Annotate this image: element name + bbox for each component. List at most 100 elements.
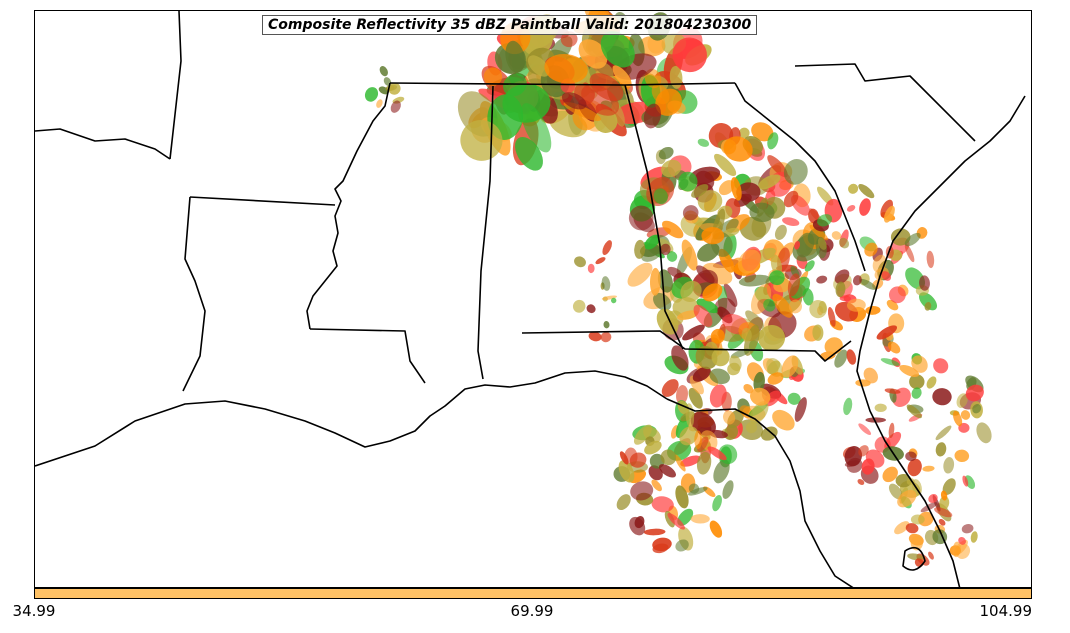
lake-okeechobee — [902, 546, 926, 571]
echo-blob — [627, 262, 653, 287]
echo-blob — [675, 485, 689, 509]
boundary-al-ga — [624, 84, 684, 350]
echo-blob — [634, 239, 646, 259]
boundary-ar-west — [169, 11, 182, 160]
echo-blob — [379, 66, 388, 77]
echo-blob — [895, 473, 912, 488]
echo-blob — [884, 388, 901, 394]
echo-blob — [692, 366, 711, 382]
echo-blob — [827, 307, 836, 327]
boundary-ms-al — [477, 85, 494, 380]
echo-blob — [690, 514, 710, 524]
echo-blob — [888, 422, 895, 439]
echo-blob — [889, 286, 906, 304]
echo-blob — [861, 458, 875, 475]
echo-blob — [588, 331, 602, 342]
echo-blob — [688, 387, 703, 409]
echo-blob — [911, 387, 922, 399]
echo-blob — [616, 494, 631, 511]
echo-blob — [904, 243, 915, 263]
echo-blob — [750, 387, 771, 406]
echo-blob — [527, 55, 550, 77]
echo-blob — [483, 67, 503, 86]
echo-blob — [694, 430, 702, 450]
echo-blob — [600, 331, 612, 343]
echo-blob — [976, 422, 992, 444]
echo-blob — [743, 383, 754, 394]
echo-blob — [682, 324, 705, 341]
echo-blob — [935, 425, 952, 441]
echo-blob — [865, 305, 881, 315]
echo-blob — [767, 132, 779, 150]
echo-blob — [858, 423, 872, 436]
echo-blob — [812, 324, 824, 341]
echo-blob — [818, 300, 827, 314]
echo-blob — [644, 68, 662, 89]
echo-blob — [960, 410, 971, 420]
echo-blob — [649, 267, 661, 296]
map-panel — [34, 10, 1032, 588]
echo-blob — [940, 490, 948, 501]
boundary-la-ms — [309, 328, 426, 384]
echo-blob — [838, 237, 850, 249]
echo-blob — [918, 292, 938, 311]
echo-blob — [864, 242, 878, 257]
echo-blob — [859, 278, 877, 290]
echo-blob — [783, 190, 799, 208]
echo-blob — [939, 496, 950, 510]
echo-blob — [709, 368, 730, 385]
echo-blob — [595, 257, 606, 265]
echo-blob — [611, 297, 617, 304]
echo-blob — [586, 304, 596, 314]
echo-blob — [794, 240, 801, 250]
echo-blob — [572, 299, 586, 313]
echo-blob — [364, 87, 379, 102]
echo-blob — [589, 73, 624, 102]
echo-blob — [920, 502, 938, 513]
echo-blob — [651, 496, 674, 513]
echo-blob — [781, 355, 799, 378]
echo-blob — [897, 489, 917, 508]
echo-blob — [774, 224, 787, 241]
echo-blob — [760, 426, 778, 441]
echo-blob — [753, 371, 765, 393]
echo-blob — [574, 256, 586, 268]
boundary-ar-south — [189, 196, 336, 206]
echo-blob — [697, 138, 710, 147]
echo-blob — [843, 397, 853, 416]
echo-blob — [688, 486, 708, 496]
echo-blob — [714, 153, 737, 176]
echo-blob — [681, 239, 698, 271]
echo-blob — [815, 236, 827, 259]
echo-blob — [956, 393, 968, 408]
echo-blob — [743, 324, 760, 356]
coast-louisiana — [35, 370, 668, 467]
echo-blob — [629, 452, 647, 468]
echo-blob — [738, 274, 771, 287]
echo-blob — [712, 495, 722, 512]
echo-blob — [938, 518, 946, 526]
echo-blob — [612, 65, 632, 88]
echo-blob — [932, 388, 952, 406]
echo-blob — [667, 513, 685, 530]
echo-blob — [909, 374, 925, 390]
boundary-tx-la — [182, 196, 206, 392]
coast-florida-west — [666, 398, 854, 587]
echo-blob — [883, 205, 895, 223]
echo-blob — [724, 424, 739, 441]
echo-blob — [935, 442, 947, 457]
echo-blob — [619, 451, 629, 465]
echo-blob — [887, 341, 901, 354]
echo-blob — [769, 270, 785, 286]
echo-blob — [763, 298, 776, 312]
echo-blob — [736, 182, 761, 202]
echo-blob — [855, 379, 871, 387]
echo-blob — [905, 523, 919, 534]
echo-blob — [710, 328, 725, 344]
echo-blob — [544, 53, 588, 84]
echo-blob — [767, 372, 784, 385]
echo-blob — [846, 205, 856, 212]
echo-blob — [934, 507, 953, 518]
echo-blob — [651, 479, 662, 492]
echo-blob — [888, 483, 903, 500]
